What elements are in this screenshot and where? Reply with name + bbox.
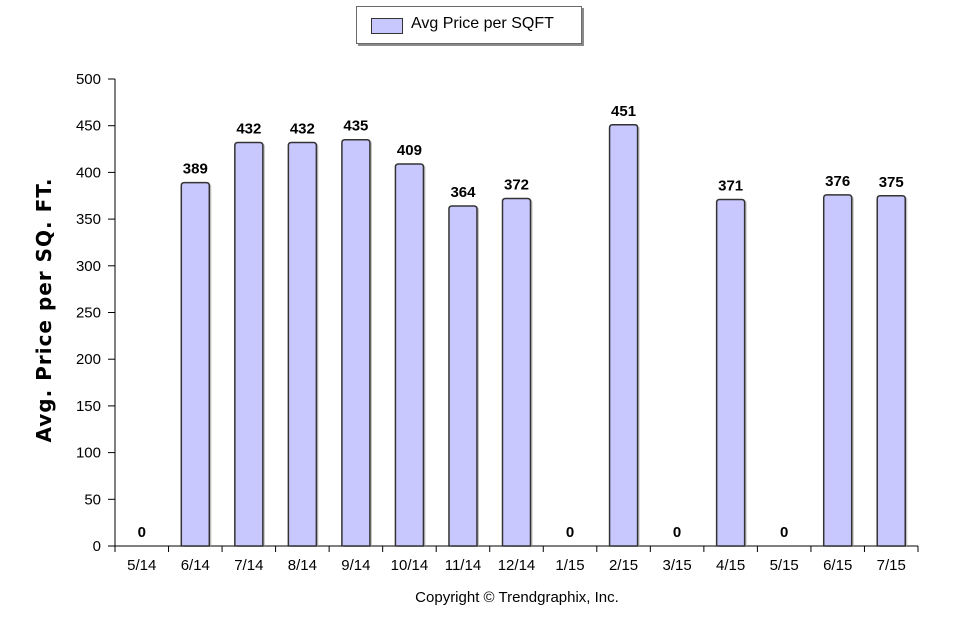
- y-tick-label: 200: [76, 351, 101, 368]
- x-tick-label: 4/15: [716, 557, 745, 574]
- x-tick-label: 5/14: [127, 557, 156, 574]
- data-label: 0: [780, 524, 788, 541]
- x-tick-label: 9/14: [341, 557, 370, 574]
- legend: Avg Price per SQFT: [356, 6, 582, 44]
- data-label: 372: [504, 177, 529, 194]
- data-label: 409: [397, 142, 422, 159]
- data-label: 389: [183, 161, 208, 178]
- bar: [341, 138, 371, 547]
- x-tick-label: 11/14: [445, 557, 481, 574]
- data-label: 375: [879, 174, 904, 191]
- x-tick-label: 5/15: [770, 557, 799, 574]
- x-tick-label: 1/15: [555, 557, 584, 574]
- data-label: 435: [343, 118, 368, 135]
- bar: [822, 194, 853, 547]
- data-label: 376: [825, 173, 850, 190]
- bar: [394, 163, 425, 547]
- x-tick-label: 12/14: [498, 557, 536, 574]
- data-label: 432: [290, 121, 315, 138]
- bar: [448, 205, 478, 547]
- y-tick-label: 450: [76, 118, 101, 135]
- x-tick-label: 7/14: [234, 557, 263, 574]
- x-tick-label: 2/15: [609, 557, 638, 574]
- data-label: 0: [138, 524, 146, 541]
- copyright-text: Copyright © Trendgraphix, Inc.: [415, 589, 619, 606]
- y-tick-label: 350: [76, 211, 101, 228]
- data-label: 451: [611, 103, 636, 120]
- x-tick-label: 8/14: [288, 557, 317, 574]
- x-tick-label: 6/15: [823, 557, 852, 574]
- y-tick-label: 50: [84, 491, 101, 508]
- y-tick-label: 0: [93, 538, 101, 555]
- bar: [608, 124, 639, 547]
- y-tick-label: 150: [76, 398, 101, 415]
- y-tick-label: 500: [76, 71, 101, 88]
- y-tick-label: 250: [76, 305, 101, 322]
- x-tick-label: 10/14: [391, 557, 429, 574]
- bar: [876, 195, 906, 547]
- data-label: 0: [566, 524, 574, 541]
- data-label: 432: [236, 121, 261, 138]
- bar: [180, 181, 211, 547]
- bar: [715, 198, 746, 547]
- y-tick-label: 300: [76, 258, 101, 275]
- x-tick-label: 3/15: [662, 557, 691, 574]
- legend-label: Avg Price per SQFT: [411, 15, 554, 32]
- data-label: 0: [673, 524, 681, 541]
- bar: [234, 141, 264, 547]
- x-tick-label: 7/15: [877, 557, 906, 574]
- data-label: 364: [450, 184, 476, 201]
- data-label: 371: [718, 177, 743, 194]
- legend-swatch: [371, 18, 403, 34]
- bar: [287, 141, 318, 547]
- y-tick-label: 400: [76, 164, 101, 181]
- bar: [501, 197, 532, 547]
- x-tick-label: 6/14: [181, 557, 210, 574]
- y-tick-label: 100: [76, 445, 101, 462]
